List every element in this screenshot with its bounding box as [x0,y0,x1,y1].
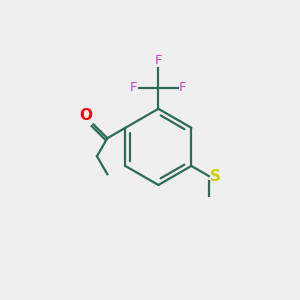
Text: F: F [154,54,162,67]
Text: O: O [79,108,92,123]
Text: F: F [130,82,138,94]
Text: F: F [179,82,187,94]
Text: S: S [210,169,221,184]
